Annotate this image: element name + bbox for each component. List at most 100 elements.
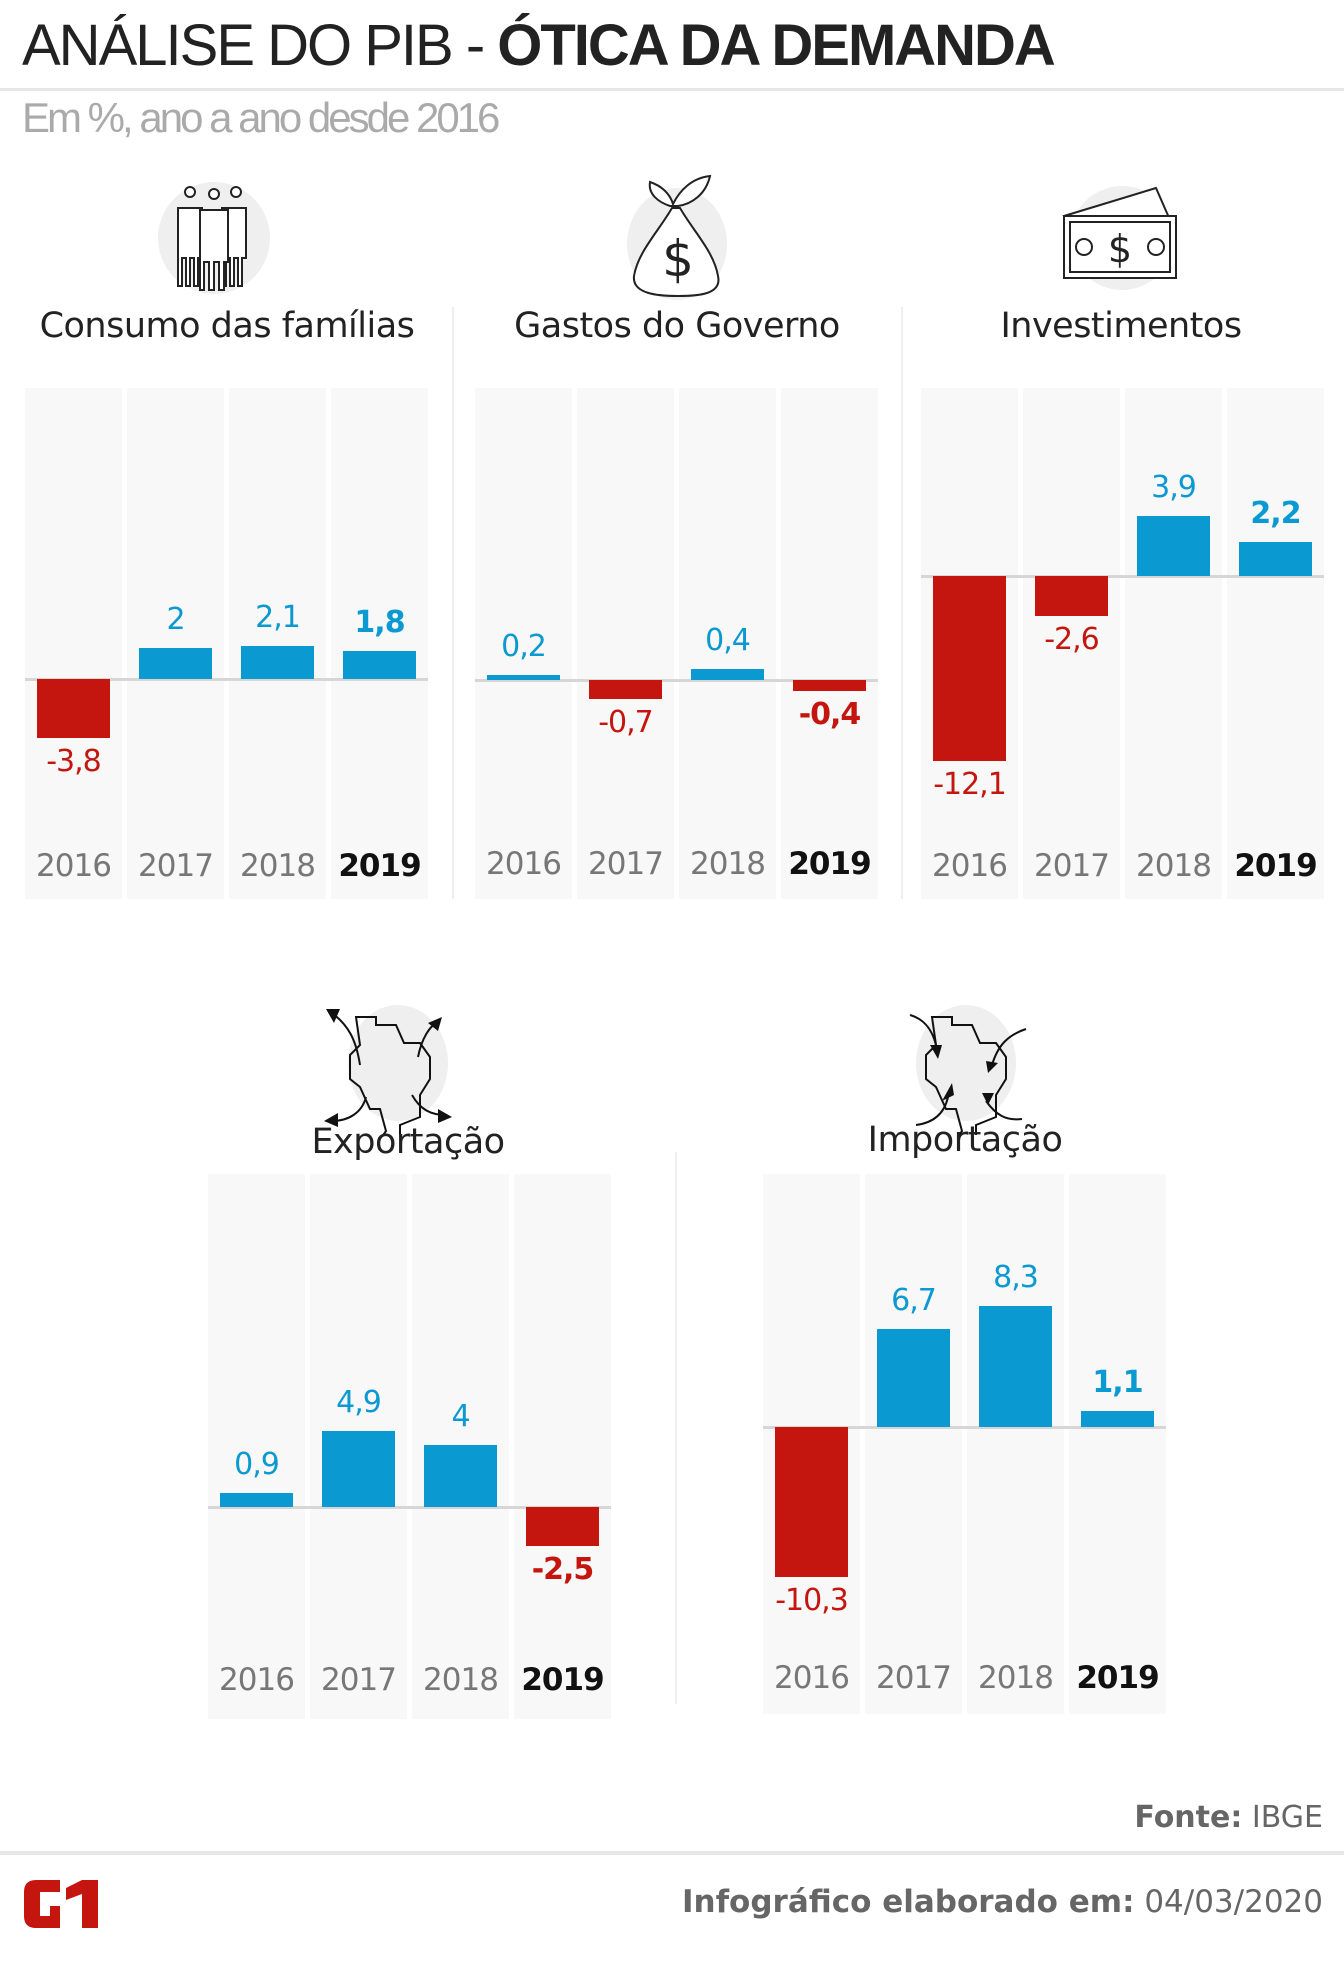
svg-text:$: $: [662, 230, 694, 288]
value-label: -0,7: [598, 704, 654, 740]
bar-2019: [526, 1507, 599, 1546]
chart-column: [577, 388, 674, 899]
value-label: 0,2: [501, 628, 547, 664]
chart-column: [781, 388, 878, 899]
value-label: 2,2: [1250, 496, 1301, 532]
value-label: -3,8: [46, 743, 102, 779]
zero-line: [208, 1506, 611, 1509]
zero-line: [921, 575, 1324, 578]
made-date: Infográfico elaborado em: 04/03/2020: [682, 1884, 1323, 1920]
bar-2016: [933, 576, 1006, 762]
zero-line: [475, 679, 878, 682]
value-label: 6,7: [891, 1283, 937, 1319]
chart-column: [1023, 388, 1120, 899]
value-label: 1,1: [1092, 1364, 1143, 1400]
year-label: 2017: [321, 1662, 397, 1698]
title-light: ANÁLISE DO PIB -: [22, 13, 498, 78]
chart-column: [229, 388, 326, 899]
chart-column: [1125, 388, 1222, 899]
banknotes-icon: $: [1062, 186, 1177, 290]
made-value: 04/03/2020: [1134, 1884, 1323, 1920]
bar-2018: [979, 1305, 1052, 1427]
page-title: ANÁLISE DO PIB - ÓTICA DA DEMANDA: [22, 12, 1056, 79]
family-icon: [158, 182, 270, 294]
footer-divider: [0, 1851, 1344, 1855]
bar-2017: [139, 648, 212, 679]
bar-2018: [241, 646, 314, 679]
chart-column: [208, 1174, 305, 1719]
year-label: 2019: [338, 848, 421, 884]
chart-column: [865, 1174, 962, 1714]
title-divider: [0, 88, 1344, 91]
value-label: -2,6: [1044, 621, 1100, 657]
value-label: 2: [166, 602, 185, 637]
bar-2019: [793, 680, 866, 691]
section-divider: [675, 1152, 677, 1704]
money-bag-icon: $: [627, 174, 727, 300]
year-label: 2017: [138, 848, 214, 884]
zero-line: [25, 678, 428, 681]
bar-2017: [322, 1430, 395, 1507]
bar-2018: [424, 1444, 497, 1507]
source-value: IBGE: [1242, 1800, 1323, 1835]
chart-title: Consumo das famílias: [39, 306, 415, 346]
year-label: 2017: [876, 1660, 952, 1696]
title-bold: ÓTICA DA DEMANDA: [497, 13, 1056, 78]
made-label: Infográfico elaborado em:: [681, 1884, 1135, 1920]
section-divider: [452, 307, 454, 899]
bar-2016: [220, 1492, 293, 1507]
bar-2017: [1035, 576, 1108, 616]
chart-column: [1227, 388, 1324, 899]
year-label: 2018: [690, 846, 766, 882]
value-label: 2,1: [255, 600, 301, 636]
chart-title: Exportação: [311, 1122, 505, 1162]
svg-text:$: $: [1108, 227, 1132, 271]
brazil-export-icon: [324, 1005, 452, 1135]
subtitle: Em %, ano a ano desde 2016: [22, 94, 500, 141]
chart-column: [475, 388, 572, 899]
year-label: 2018: [978, 1660, 1054, 1696]
year-label: 2017: [588, 846, 664, 882]
bar-2017: [877, 1329, 950, 1427]
year-label: 2016: [36, 848, 112, 884]
value-label: 8,3: [993, 1259, 1039, 1295]
source-note: Fonte: IBGE: [1134, 1800, 1323, 1835]
chart-title: Gastos do Governo: [514, 306, 840, 346]
chart-column: [331, 388, 428, 899]
value-label: 0,4: [705, 623, 751, 659]
value-label: 4,9: [336, 1384, 382, 1420]
value-label: -0,4: [798, 696, 862, 732]
chart-column: [1069, 1174, 1166, 1714]
year-label: 2016: [486, 846, 562, 882]
bar-2017: [589, 680, 662, 699]
chart-column: [514, 1174, 611, 1719]
year-label: 2016: [774, 1660, 850, 1696]
year-label: 2017: [1034, 848, 1110, 884]
value-label: 3,9: [1151, 470, 1197, 506]
year-label: 2016: [932, 848, 1008, 884]
source-label: Fonte:: [1134, 1800, 1243, 1835]
year-label: 2018: [240, 848, 316, 884]
value-label: 4: [451, 1398, 470, 1434]
year-label: 2019: [788, 846, 871, 882]
bar-2019: [1081, 1410, 1154, 1427]
chart-title: Importação: [867, 1120, 1063, 1160]
value-label: 0,9: [234, 1446, 280, 1482]
bar-2019: [1239, 542, 1312, 576]
chart-column: [25, 388, 122, 899]
chart-column: [127, 388, 224, 899]
bar-2019: [343, 651, 416, 679]
year-label: 2018: [423, 1662, 499, 1698]
value-label: 1,8: [354, 605, 405, 641]
zero-line: [763, 1426, 1166, 1429]
value-label: -2,5: [531, 1552, 595, 1587]
year-label: 2016: [219, 1662, 295, 1698]
year-label: 2019: [1234, 848, 1317, 884]
section-divider: [901, 307, 903, 899]
bar-2016: [487, 674, 560, 680]
brazil-import-icon: [909, 1005, 1027, 1135]
value-label: -12,1: [933, 767, 1007, 803]
bar-2016: [775, 1427, 848, 1578]
chart-title: Investimentos: [1000, 306, 1242, 346]
value-label: -10,3: [775, 1583, 849, 1619]
